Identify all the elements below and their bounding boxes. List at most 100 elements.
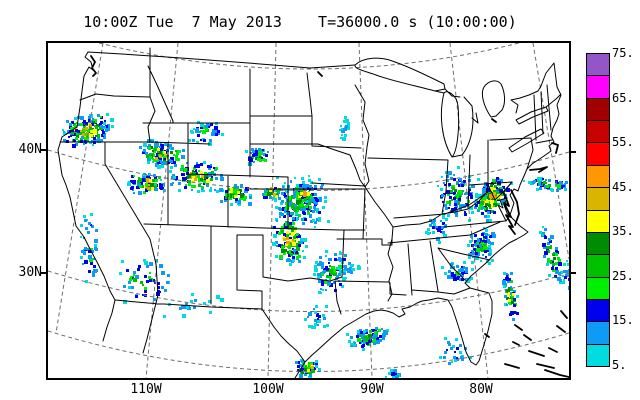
precip-cell [562,281,565,284]
precip-cell [298,235,301,238]
precip-cell [313,326,316,329]
precip-cell [310,196,313,199]
precip-cell [278,244,281,247]
precip-cell [474,243,477,246]
precip-cell [539,187,541,189]
precip-cell [170,183,173,186]
precip-cell [453,174,455,176]
precip-cell [158,176,161,179]
precip-cell [201,175,204,178]
precip-cell [480,260,482,262]
precip-cell [161,153,164,156]
precip-cell [157,148,160,151]
precip-cell [477,178,480,181]
precip-cell [366,339,368,341]
precip-cell [152,150,154,152]
precip-cell [333,281,336,284]
colorbar-label: 25. [612,269,634,283]
precip-cell [450,190,453,193]
precip-cell [462,271,465,274]
precip-cell [362,333,365,336]
precip-cell [483,238,485,240]
precip-cell [359,334,362,337]
precip-cell [296,192,299,195]
precip-cell [87,231,90,234]
precip-cell [153,174,156,177]
precip-cell [356,335,359,338]
precip-cell [485,247,488,250]
precip-cell [94,239,98,243]
precip-cell [166,281,169,284]
precip-cell [149,279,152,282]
precip-cell [275,195,278,198]
precip-cell [140,281,143,284]
precip-cell [156,153,159,156]
precip-cell [567,274,569,277]
precip-cell [253,153,256,156]
precip-cell [545,179,547,181]
precip-cell [307,316,309,318]
precip-cell [471,261,474,264]
precip-cell [285,197,287,199]
precip-cell [154,186,157,189]
precip-cell [549,246,552,249]
precip-cell [309,374,312,377]
precip-cell [321,280,324,283]
precip-cell [139,146,142,149]
precip-cell [83,215,86,218]
precip-cell [301,367,304,370]
precip-cell [276,176,279,179]
precip-cell [91,225,94,228]
precip-cell [84,137,87,140]
precip-cell [303,238,307,242]
precip-cell [188,180,191,183]
precip-cell [175,150,177,152]
precip-cell [305,205,308,208]
precip-cell [322,314,325,317]
precip-cell [170,160,173,163]
precip-cell [391,372,395,376]
precip-cell [446,175,449,178]
precip-cell [307,369,310,372]
precip-cell [550,245,552,247]
precip-cell [157,290,160,293]
precip-cell [510,182,513,185]
precip-cell [562,275,564,277]
precip-cell [325,305,328,308]
precip-cell [92,274,95,277]
precip-cell [235,198,238,201]
precip-cell [472,185,475,188]
precip-cell [523,180,525,182]
precip-cell [502,186,505,189]
precip-cell [512,293,515,296]
precip-cell [225,196,228,199]
precip-cell [475,199,478,202]
precip-cell [482,198,484,200]
precip-cell [76,135,79,138]
precip-cell [306,196,308,198]
precip-cell [185,184,187,186]
precip-cell [233,189,237,193]
precip-cell [485,233,488,236]
precip-cell [558,262,560,264]
precip-cell [501,193,504,196]
precip-cell [182,314,186,318]
precip-cell [292,259,295,262]
precip-cell [230,203,233,206]
precip-cell [320,186,323,189]
precip-cell [507,293,510,296]
precip-cell [75,137,78,140]
precip-cell [288,202,292,206]
precip-cell [196,164,200,168]
colorbar-cell [587,298,609,322]
precip-cell [285,243,288,246]
precip-cell [73,133,76,136]
precip-cell [237,191,240,194]
precip-cell [281,244,283,246]
precip-cell [553,269,556,272]
precip-cell [314,221,317,224]
precip-cell [238,201,241,204]
precip-cell [312,199,315,202]
precip-cell [85,280,88,283]
precip-cell [488,204,491,207]
